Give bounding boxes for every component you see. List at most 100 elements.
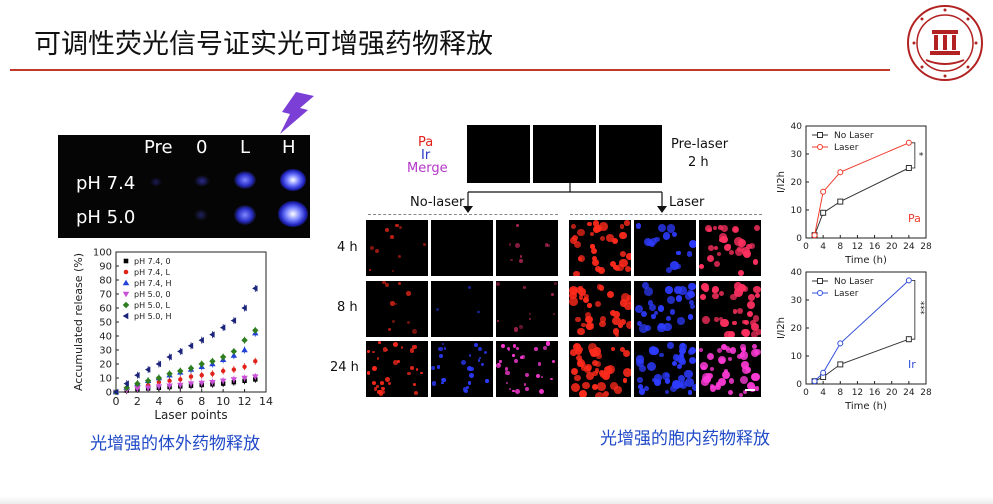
cell-spot: [678, 356, 685, 363]
cell-spot: [511, 354, 515, 358]
y-tick-label: 0: [796, 380, 802, 390]
microscopy-tile: [496, 220, 558, 276]
cell-spot: [753, 224, 761, 232]
cell-spot: [754, 293, 760, 299]
cell-spot: [720, 318, 730, 328]
significance-label: ***: [915, 301, 925, 315]
cell-spot: [468, 373, 474, 379]
data-point: [252, 285, 258, 292]
y-tick-label: 40: [99, 332, 112, 343]
cell-spot: [636, 320, 643, 327]
cell-spot: [392, 359, 398, 365]
x-axis-label: Time (h): [844, 401, 887, 412]
cell-spot: [730, 347, 737, 354]
cell-spot: [595, 392, 604, 397]
cell-spot: [612, 311, 620, 318]
cell-spot: [377, 357, 380, 360]
cell-spot: [509, 258, 513, 262]
microscopy-tile: [431, 281, 493, 337]
data-point: [166, 353, 172, 361]
cell-spot: [724, 369, 729, 374]
cell-spot: [740, 352, 746, 358]
cell-spot: [468, 381, 472, 385]
y-tick-label: 10: [791, 206, 803, 216]
cell-spot: [688, 349, 694, 355]
data-point: [187, 381, 195, 387]
cell-spot: [644, 386, 649, 392]
cell-spot: [713, 260, 720, 267]
y-axis-label: I/I2h: [776, 317, 787, 339]
cell-spot: [496, 281, 501, 286]
cell-spot: [518, 324, 523, 329]
ir-kinetics-chart: 0 4 8 12 16 20 24 28 0 10 20 30 40 Time (h) I/I2h No La…: [776, 268, 932, 412]
cell-spot: [654, 236, 660, 243]
cell-spot: [740, 344, 746, 350]
cell-spot: [477, 359, 480, 362]
cell-spot: [666, 266, 673, 274]
cell-spot: [540, 375, 543, 378]
vial-glow: [234, 205, 256, 225]
data-point: [220, 368, 226, 374]
cell-spot: [596, 382, 606, 392]
channel-label: Ir: [908, 358, 916, 371]
data-point: [155, 360, 162, 368]
cell-spot: [753, 285, 761, 293]
cell-spot: [653, 379, 661, 386]
data-point: [820, 188, 827, 195]
cell-spot: [614, 386, 622, 394]
cell-spot: [638, 388, 646, 395]
cell-spot: [709, 366, 715, 372]
cell-spot: [580, 362, 587, 369]
x-axis-label: Time (h): [844, 255, 887, 266]
cell-spot: [657, 224, 666, 233]
row-label-4h: 4 h: [337, 240, 358, 255]
cell-spot: [635, 305, 644, 314]
cell-spot: [688, 282, 696, 291]
photo-header-pre: Pre: [144, 137, 173, 158]
y-tick-label: 40: [791, 122, 803, 132]
cell-spot: [423, 243, 426, 246]
microscopy-tile: [634, 341, 696, 397]
cell-spot: [600, 316, 607, 323]
cell-spot: [688, 356, 696, 365]
cell-spot: [672, 232, 678, 237]
cell-spot: [412, 383, 416, 386]
cell-spot: [477, 310, 480, 314]
data-point: [188, 374, 194, 379]
cell-spot: [737, 245, 745, 253]
data-point: [242, 364, 247, 369]
legend-ir: Ir: [421, 148, 431, 163]
cell-spot: [592, 383, 599, 390]
cell-spot: [588, 343, 597, 353]
data-point: [230, 348, 238, 355]
cell-spot: [574, 240, 582, 249]
cell-spot: [551, 360, 555, 364]
group-laser: Laser: [669, 195, 705, 210]
cell-spot: [382, 281, 386, 285]
microscopy-tile: [431, 220, 493, 276]
cell-spot: [512, 389, 515, 393]
cell-spot: [729, 249, 735, 255]
photo-row-ph74: pH 7.4: [76, 173, 136, 194]
cell-spot: [712, 292, 719, 300]
cell-spot: [384, 282, 389, 287]
cell-spot: [595, 361, 602, 368]
data-point: [837, 340, 844, 347]
cell-spot: [662, 371, 671, 380]
pre-laser-tile: [599, 125, 662, 183]
cell-spot: [575, 347, 583, 356]
cell-spot: [578, 287, 586, 296]
cell-spot: [577, 358, 583, 363]
data-point: [811, 232, 818, 239]
cell-spot: [378, 392, 383, 397]
cell-spot: [617, 263, 624, 271]
cell-spot: [594, 265, 602, 273]
cell-spot: [652, 377, 657, 382]
cell-spot: [676, 316, 685, 325]
cell-spot: [598, 221, 608, 231]
cell-spot: [612, 316, 621, 325]
cell-spot: [612, 328, 620, 335]
x-tick-label: 28: [920, 242, 932, 252]
cell-spot: [505, 370, 510, 376]
x-tick-label: 12: [852, 388, 863, 398]
